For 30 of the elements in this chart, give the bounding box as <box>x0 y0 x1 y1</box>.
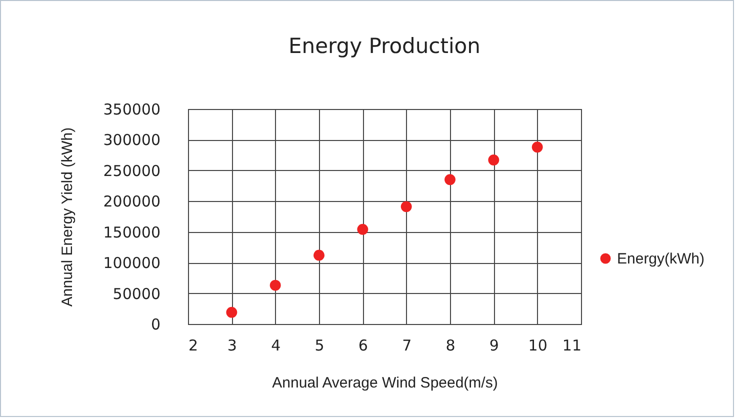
y-tick-label: 150000 <box>103 223 160 242</box>
point <box>444 174 456 186</box>
y-tick-label: 0 <box>150 316 160 334</box>
point <box>532 142 543 153</box>
x-tick-label: 5 <box>314 336 324 354</box>
chart-title: Energy Production <box>288 34 480 58</box>
y-tick-label: 250000 <box>103 162 160 180</box>
y-tick-label: 300000 <box>103 131 160 150</box>
x-tick-label: 7 <box>402 336 412 354</box>
y-tick-label: 200000 <box>103 192 160 211</box>
point <box>314 250 324 261</box>
y-tick-label: 50000 <box>112 284 160 303</box>
y-tick-label: 350000 <box>103 100 160 118</box>
y-tick-label: 100000 <box>103 254 160 272</box>
x-tick-label: 6 <box>358 336 368 354</box>
x-axis-title: Annual Average Wind Speed(m/s) <box>272 374 498 392</box>
y-axis-title: Annual Energy Yield (kWh) <box>59 127 76 307</box>
x-tick-label: 11 <box>562 336 582 354</box>
point <box>400 201 412 212</box>
point <box>270 280 281 291</box>
point <box>357 224 368 235</box>
point <box>488 154 500 166</box>
legend-label: Energy(kWh) <box>617 250 705 268</box>
x-tick-label: 9 <box>489 336 499 354</box>
x-tick-label: 3 <box>227 336 237 354</box>
x-tick-label: 10 <box>528 336 548 354</box>
x-tick-label: 2 <box>188 336 198 354</box>
x-tick-label: 4 <box>271 336 281 354</box>
point <box>226 306 238 318</box>
x-tick-label: 8 <box>446 336 456 354</box>
